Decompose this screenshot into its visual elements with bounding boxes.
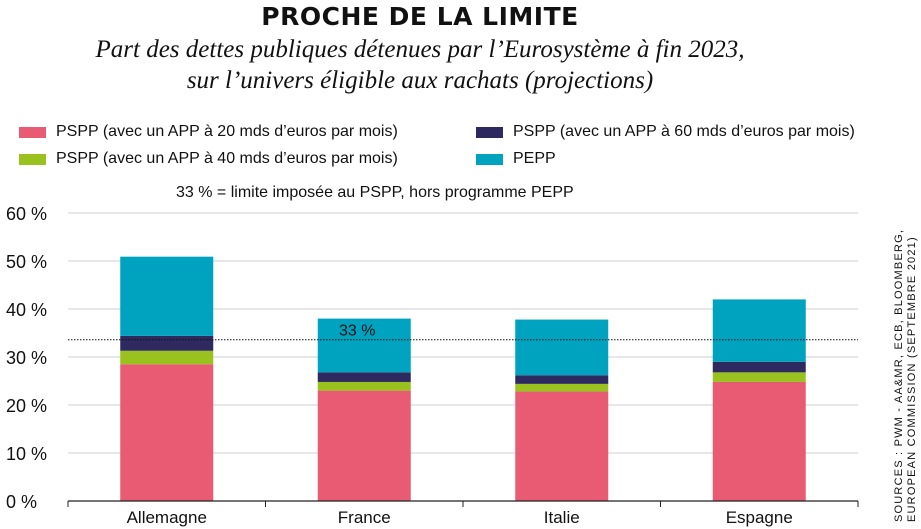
bar-italie-series-1: [515, 391, 609, 501]
source-line-1: SOURCES : PWM - AA&MR, ECB, BLOOMBERG,: [893, 228, 905, 522]
bar-france-series-3: [317, 372, 411, 382]
legend-label-pspp-40: PSPP (avec un APP à 40 mds d’euros par m…: [56, 150, 398, 167]
legend-label-pspp-20: PSPP (avec un APP à 20 mds d’euros par m…: [56, 123, 398, 140]
y-tick-label: 60 %: [6, 204, 47, 224]
chart-title: PROCHE DE LA LIMITE: [261, 2, 579, 31]
y-tick-label: 0 %: [6, 492, 37, 512]
bar-espagne-series-4: [712, 299, 806, 362]
legend-swatch-pspp-40: [19, 153, 46, 165]
x-tick-label-allemagne: Allemagne: [127, 508, 207, 527]
y-tick-label: 30 %: [6, 348, 47, 368]
x-tick-label-espagne: Espagne: [726, 508, 793, 527]
bar-allemagne-series-3: [120, 335, 214, 351]
bar-italie-series-2: [515, 383, 609, 392]
legend-label-pepp: PEPP: [513, 150, 556, 167]
legend-item-pepp: PEPP: [476, 150, 556, 168]
bar-italie-series-3: [515, 375, 609, 384]
bar-espagne-series-1: [712, 381, 806, 501]
source-line-2: EUROPEAN COMMISSION (SEPTEMBRE 2021): [906, 236, 918, 522]
limit-note: 33 % = limite imposée au PSPP, hors prog…: [176, 184, 574, 201]
x-tick-label-france: France: [338, 508, 391, 527]
legend-item-pspp-60: PSPP (avec un APP à 60 mds d’euros par m…: [476, 123, 855, 141]
bar-italie-series-4: [515, 319, 609, 376]
subtitle-line-2: sur l’univers éligible aux rachats (proj…: [186, 67, 654, 94]
bar-france-series-2: [317, 381, 411, 391]
bar-allemagne-series-2: [120, 350, 214, 365]
source-note: SOURCES : PWM - AA&MR, ECB, BLOOMBERG, E…: [893, 229, 919, 522]
bar-allemagne-series-4: [120, 256, 214, 336]
legend-label-pspp-60: PSPP (avec un APP à 60 mds d’euros par m…: [513, 123, 855, 140]
bar-espagne-series-2: [712, 372, 806, 382]
y-tick-label: 10 %: [6, 444, 47, 464]
legend-swatch-pepp: [476, 153, 503, 165]
legend-swatch-pspp-20: [19, 126, 46, 138]
chart-subtitle: Part des dettes publiques détenues par l…: [0, 34, 840, 96]
bar-allemagne-series-1: [120, 364, 214, 501]
subtitle-line-1: Part des dettes publiques détenues par l…: [95, 36, 745, 63]
legend-swatch-pspp-60: [476, 126, 503, 138]
bar-espagne-series-3: [712, 361, 806, 373]
bar-france-series-1: [317, 390, 411, 501]
legend-item-pspp-20: PSPP (avec un APP à 20 mds d’euros par m…: [19, 123, 398, 141]
bar-france-series-4: [317, 318, 411, 373]
y-tick-label: 40 %: [6, 300, 47, 320]
y-tick-label: 20 %: [6, 396, 47, 416]
y-tick-label: 50 %: [6, 252, 47, 272]
legend-item-pspp-40: PSPP (avec un APP à 40 mds d’euros par m…: [19, 150, 398, 168]
limit-reference-label: 33 %: [339, 323, 375, 340]
x-tick-label-italie: Italie: [544, 508, 580, 527]
